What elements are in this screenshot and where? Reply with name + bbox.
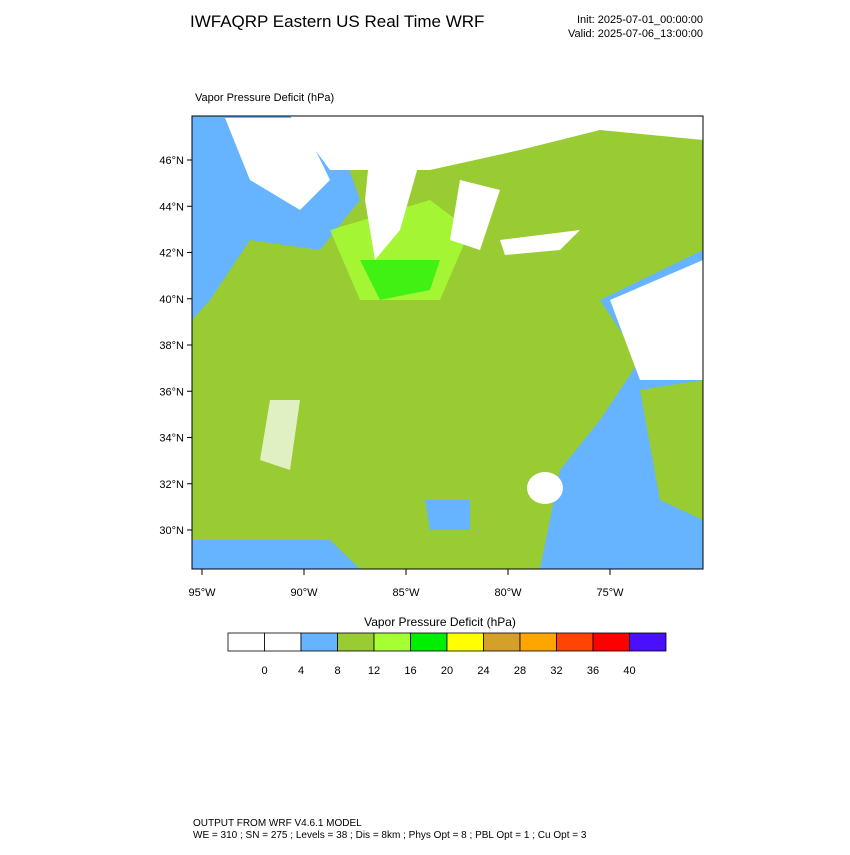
lon-label: 85°W bbox=[392, 587, 420, 599]
colorbar-label: 0 bbox=[261, 665, 267, 677]
init-time: Init: 2025-07-01_00:00:00 bbox=[577, 14, 703, 26]
valid-time: Valid: 2025-07-06_13:00:00 bbox=[568, 28, 703, 40]
map bbox=[191, 115, 704, 570]
colorbar-box bbox=[592, 632, 630, 652]
lat-label: 38°N bbox=[159, 340, 184, 352]
colorbar-label: 20 bbox=[441, 665, 453, 677]
colorbar-label: 36 bbox=[587, 665, 599, 677]
colorbar-label: 28 bbox=[514, 665, 526, 677]
lat-label: 32°N bbox=[159, 479, 184, 491]
lon-label: 75°W bbox=[596, 587, 624, 599]
title: IWFAQRP Eastern US Real Time WRF bbox=[190, 12, 484, 31]
lat-label: 46°N bbox=[159, 155, 184, 167]
colorbar-box bbox=[556, 632, 594, 652]
lon-label: 80°W bbox=[494, 587, 522, 599]
colorbar-box bbox=[410, 632, 448, 652]
lon-labels: 95°W 90°W 85°W 80°W 75°W bbox=[188, 569, 624, 599]
lat-label: 42°N bbox=[159, 248, 184, 260]
lat-label: 36°N bbox=[159, 386, 184, 398]
lat-label: 34°N bbox=[159, 433, 184, 445]
colorbar-box bbox=[300, 632, 338, 652]
colorbar-box bbox=[483, 632, 521, 652]
colorbar-label: 16 bbox=[404, 665, 416, 677]
colorbar-box bbox=[629, 632, 667, 652]
lat-label: 44°N bbox=[159, 201, 184, 213]
colorbar-label: 8 bbox=[334, 665, 340, 677]
lat-label: 30°N bbox=[159, 525, 184, 537]
lon-label: 95°W bbox=[188, 587, 216, 599]
colorbar-box bbox=[519, 632, 557, 652]
colorbar-box bbox=[264, 632, 302, 652]
colorbar-label: 12 bbox=[368, 665, 380, 677]
footer-line: OUTPUT FROM WRF V4.6.1 MODEL bbox=[193, 818, 362, 829]
lat-label: 40°N bbox=[159, 294, 184, 306]
colorbar-label: 40 bbox=[623, 665, 635, 677]
colorbar-box bbox=[227, 632, 265, 652]
map-title: Vapor Pressure Deficit (hPa) bbox=[195, 92, 334, 104]
lat-labels: 46°N 44°N 42°N 40°N 38°N 36°N 34°N 32°N 30°N bbox=[159, 155, 192, 537]
colorbar-box bbox=[446, 632, 484, 652]
colorbar-label: 24 bbox=[477, 665, 489, 677]
colorbar-label: 4 bbox=[298, 665, 304, 677]
footer-line: WE = 310 ; SN = 275 ; Levels = 38 ; Dis … bbox=[193, 830, 587, 841]
colorbar-title: Vapor Pressure Deficit (hPa) bbox=[364, 615, 516, 629]
colorbar: 0 4 8 12 16 20 24 28 32 36 40 bbox=[227, 632, 667, 677]
colorbar-label: 32 bbox=[550, 665, 562, 677]
colorbar-box bbox=[337, 632, 375, 652]
colorbar-box bbox=[373, 632, 411, 652]
lon-label: 90°W bbox=[290, 587, 318, 599]
